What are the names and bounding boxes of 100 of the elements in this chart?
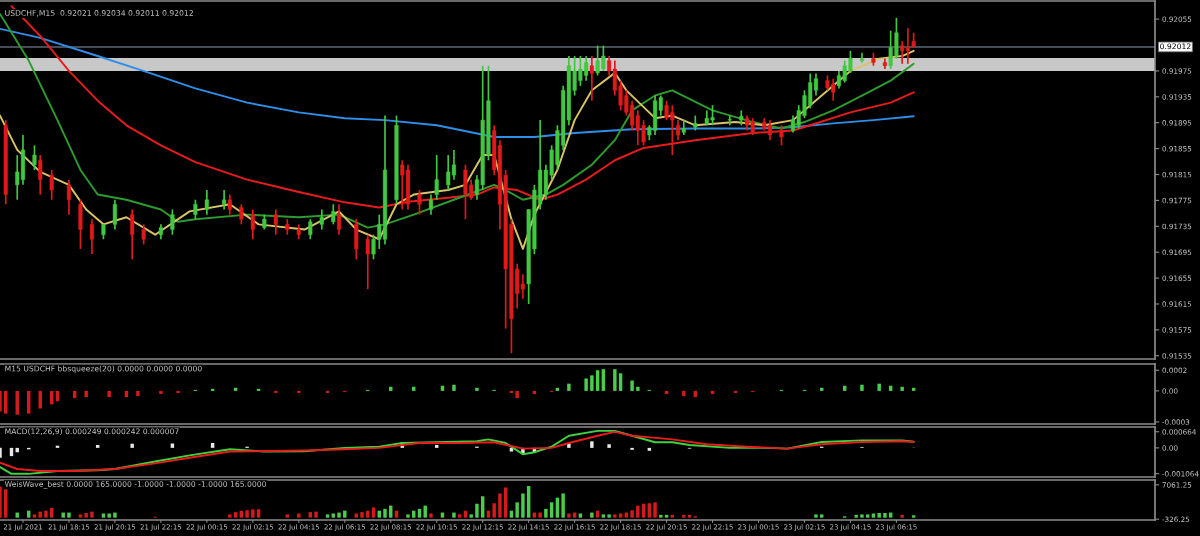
bar	[607, 444, 611, 448]
bar	[360, 512, 364, 518]
bar	[601, 514, 606, 518]
candlestick	[589, 55, 594, 102]
line-series	[0, 27, 915, 138]
bar	[457, 514, 462, 518]
candlestick	[112, 198, 117, 231]
candlestick	[130, 208, 135, 261]
bar	[84, 390, 88, 398]
bar	[475, 503, 479, 518]
bar	[0, 390, 2, 412]
candlestick	[170, 208, 175, 236]
bar	[325, 514, 330, 518]
bar	[95, 444, 100, 448]
candlestick	[66, 178, 71, 216]
bar	[130, 443, 134, 448]
bar	[900, 386, 904, 391]
bar	[383, 508, 387, 518]
bar	[274, 390, 278, 393]
candlestick	[428, 193, 434, 216]
candlestick	[676, 119, 681, 142]
bar	[107, 513, 111, 518]
candlestick	[193, 198, 198, 221]
bar	[613, 514, 617, 518]
candlestick	[89, 218, 94, 255]
bar	[659, 514, 663, 518]
bar	[854, 514, 858, 518]
bar	[607, 514, 611, 518]
candlestick	[336, 203, 342, 236]
bar	[228, 514, 232, 518]
candlestick	[49, 169, 54, 201]
bar	[84, 513, 88, 518]
candlestick	[141, 223, 146, 246]
bar	[578, 513, 583, 518]
bar	[561, 493, 565, 518]
candlestick	[434, 154, 439, 201]
bar	[107, 390, 111, 398]
bar	[877, 513, 881, 518]
bar	[647, 447, 652, 451]
bar	[469, 514, 473, 518]
bar	[314, 511, 318, 518]
bar	[647, 503, 652, 518]
bar	[475, 387, 479, 391]
bar	[567, 383, 571, 391]
bar	[498, 493, 502, 518]
candlestick	[222, 189, 227, 211]
bar	[900, 514, 904, 518]
bar	[865, 514, 870, 518]
bar	[687, 514, 692, 518]
bar	[452, 384, 456, 391]
bar	[297, 390, 301, 393]
bar	[406, 514, 410, 518]
bar	[337, 512, 341, 518]
bar	[630, 380, 634, 391]
candlestick	[308, 218, 313, 241]
bar	[664, 514, 669, 518]
bar	[682, 514, 686, 518]
bar	[819, 514, 824, 518]
bar	[636, 505, 640, 518]
bar	[492, 503, 496, 518]
candlestick	[273, 208, 278, 236]
bar	[590, 375, 594, 391]
bar	[883, 513, 887, 518]
bar	[159, 390, 163, 394]
bar	[567, 513, 571, 518]
bar	[67, 512, 71, 518]
bar	[452, 512, 456, 518]
bar	[584, 378, 588, 391]
bar	[429, 513, 433, 518]
bar	[544, 508, 548, 518]
bar	[0, 486, 2, 518]
bar	[618, 513, 623, 518]
bar	[354, 513, 358, 518]
bar	[113, 512, 117, 518]
candlestick	[204, 189, 209, 216]
bar	[331, 513, 336, 518]
bar	[590, 512, 594, 518]
bar	[136, 390, 140, 397]
bar	[417, 508, 422, 518]
bar	[245, 510, 249, 518]
bar	[670, 514, 675, 518]
bar	[590, 441, 594, 448]
candlestick	[331, 203, 336, 226]
bar	[44, 510, 48, 518]
bar	[434, 444, 439, 448]
bar	[682, 390, 686, 397]
bar	[871, 513, 876, 518]
bar	[297, 513, 301, 518]
candlestick	[779, 124, 784, 147]
bar	[653, 502, 657, 518]
bar	[78, 514, 83, 518]
bar	[636, 386, 640, 391]
bar	[613, 369, 617, 391]
bar	[61, 512, 65, 518]
line-series	[0, 49, 915, 250]
bar	[877, 383, 881, 391]
candlestick	[250, 208, 255, 241]
bar	[285, 514, 290, 518]
bar	[101, 513, 106, 518]
bar	[630, 510, 634, 518]
